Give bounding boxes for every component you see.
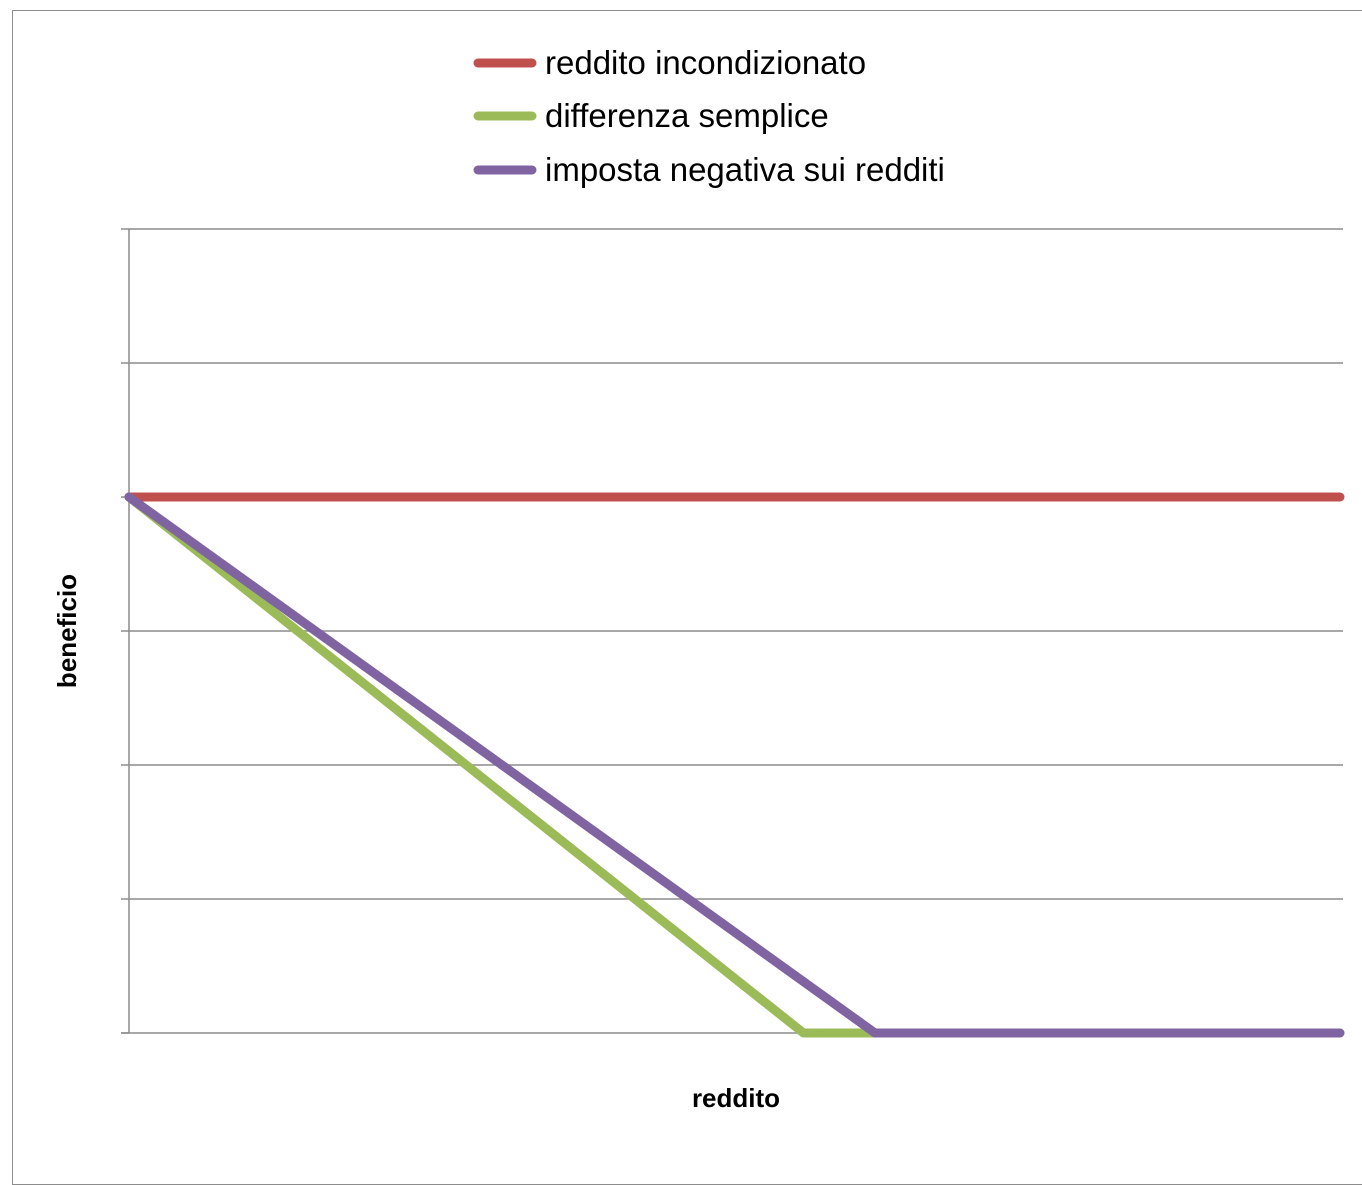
chart-frame (12, 10, 1362, 1185)
legend: reddito incondizionato differenza semplic… (473, 44, 945, 188)
legend-label-3: imposta negativa sui redditi (545, 151, 945, 188)
series-lines (124, 492, 1345, 1038)
x-axis-title: reddito (692, 1083, 780, 1113)
legend-label-1: reddito incondizionato (545, 44, 866, 81)
series-line-3 (124, 492, 1345, 1038)
y-axis-title: beneficio (52, 574, 82, 688)
legend-label-2: differenza semplice (545, 97, 829, 134)
